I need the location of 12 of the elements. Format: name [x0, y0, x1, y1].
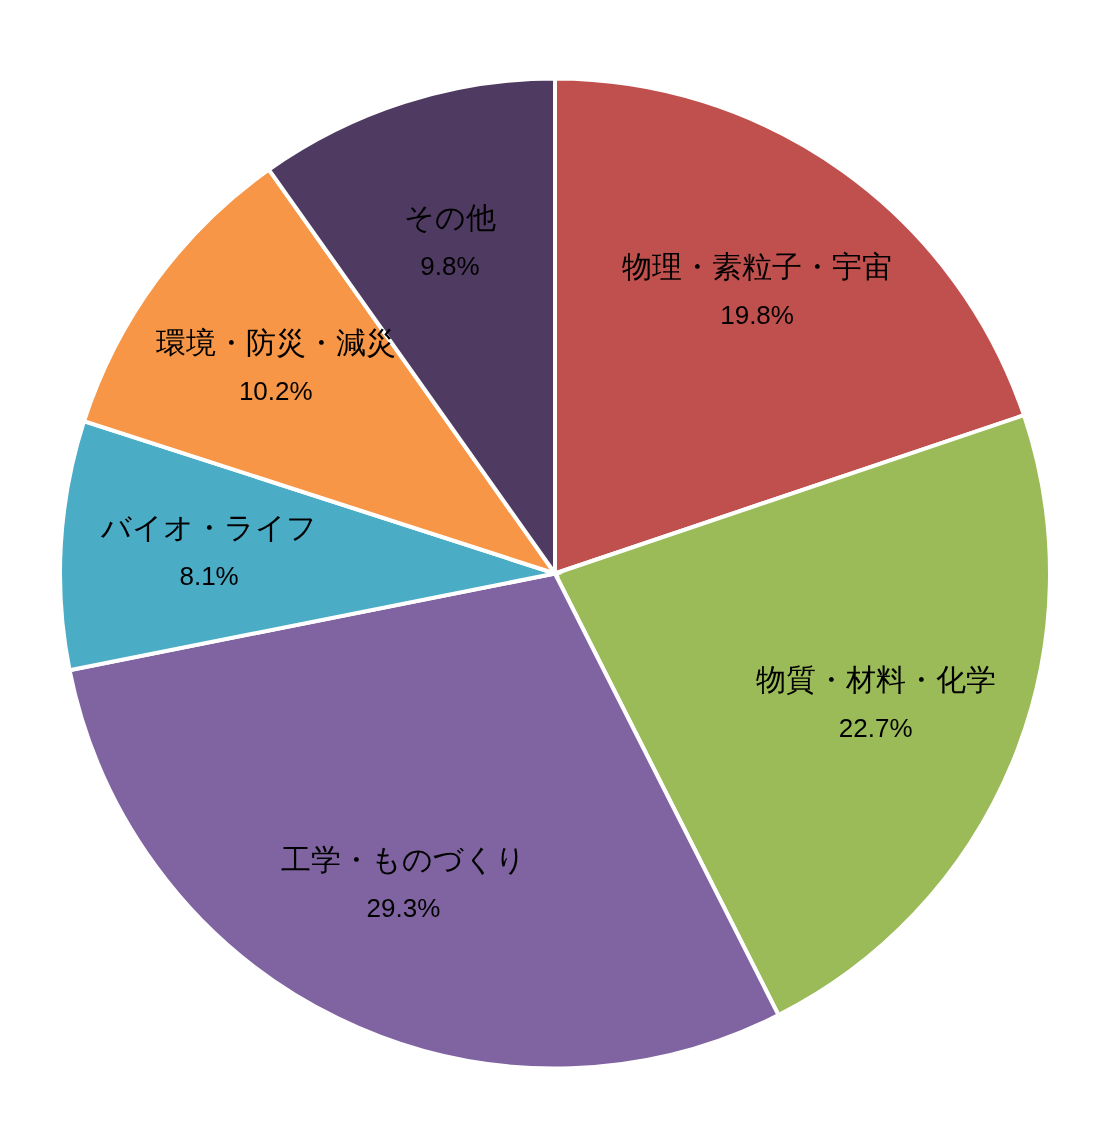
data-label: 10.2% [238, 376, 313, 407]
slice-label: 工学・ものづくり [280, 843, 526, 877]
slice-label: 物質・材料・化学 [755, 662, 996, 696]
slice-label: 環境・防災・減災 [155, 326, 396, 360]
data-label: 29.3% [366, 893, 441, 924]
data-label: 22.7% [838, 712, 913, 743]
data-label: 9.8% [420, 251, 480, 282]
data-label: 19.8% [720, 300, 794, 331]
slice-label: その他 [403, 201, 496, 235]
slice-label: バイオ・ライフ [100, 511, 318, 545]
data-label: 8.1% [179, 561, 239, 592]
slice-label: 物理・素粒子・宇宙 [622, 250, 893, 284]
